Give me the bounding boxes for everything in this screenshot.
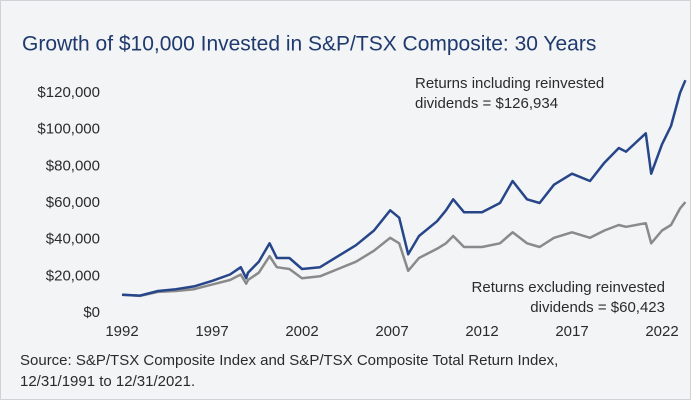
y-tick-label: $80,000 (46, 157, 100, 174)
source: Source: S&P/TSX Composite Index and S&P/… (20, 352, 558, 369)
y-tick-label: $60,000 (46, 194, 100, 211)
x-tick-label: 2022 (645, 323, 678, 340)
x-tick-label: 1997 (195, 323, 228, 340)
x-tick-label: 2017 (555, 323, 588, 340)
source: 12/31/1991 to 12/31/2021. (20, 373, 195, 390)
chart-title: Growth of $10,000 Invested in S&P/TSX Co… (22, 33, 596, 56)
x-tick-label: 2012 (465, 323, 498, 340)
series-line (121, 201, 687, 298)
x-tick-label: 2002 (285, 323, 318, 340)
x-tick-label: 2007 (375, 323, 408, 340)
annotation: Returns excluding reinvested (472, 279, 665, 296)
annotation: dividends = $126,934 (415, 95, 558, 112)
series-line (121, 79, 687, 297)
x-tick-label: 1992 (105, 323, 138, 340)
y-tick-label: $120,000 (37, 84, 100, 101)
annotation: dividends = $60,423 (530, 299, 665, 316)
y-tick-label: $40,000 (46, 231, 100, 248)
annotation: Returns including reinvested (415, 75, 604, 92)
y-tick-label: $100,000 (37, 121, 100, 138)
y-tick-label: $20,000 (46, 267, 100, 284)
y-tick-label: $0 (83, 304, 100, 321)
